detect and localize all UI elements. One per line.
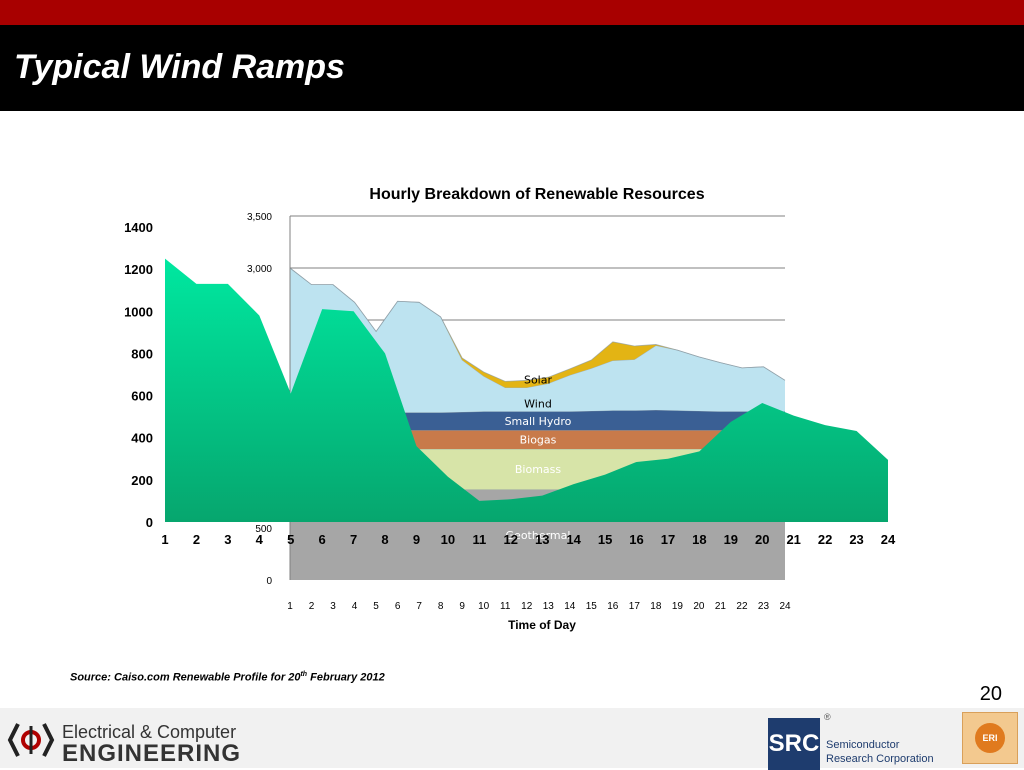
bg-series-edge [289,267,786,382]
bg-y-tick-label: 3,500 [247,212,272,223]
fg-y-tick-label: 800 [131,346,153,361]
fg-x-tick-label: 1 [161,532,168,547]
bg-series-label: Biomass [515,463,562,476]
ece-line2: ENGINEERING [62,740,242,767]
fg-x-tick-label: 17 [661,532,675,547]
bg-x-tick-label: 10 [478,601,490,612]
fg-y-tick-label: 200 [131,473,153,488]
fg-x-tick-label: 5 [287,532,294,547]
fg-x-tick-label: 14 [566,532,581,547]
bg-y-tick-label: 500 [255,524,272,535]
ece-emblem-icon [7,723,55,757]
source-note: Source: Caiso.com Renewable Profile for … [70,671,385,684]
bg-series-label: Solar [524,373,553,386]
source-sup: th [300,671,308,678]
src-line2: Research Corporation [826,753,934,765]
eri-mark: ERI [975,723,1005,753]
title-bar [0,25,1024,111]
bg-series-label: Geothermal [506,529,571,542]
bg-x-tick-label: 24 [779,601,791,612]
fg-x-tick-label: 7 [350,532,357,547]
src-registered-mark: ® [824,712,831,722]
fg-x-tick-label: 6 [319,532,326,547]
fg-y-tick-label: 1200 [124,262,153,277]
bg-x-tick-label: 16 [607,601,619,612]
fg-x-tick-label: 22 [818,532,832,547]
fg-x-tick-label: 24 [881,532,896,547]
bg-x-tick-label: 13 [543,601,555,612]
bg-x-axis-title: Time of Day [508,618,576,632]
bg-y-tick-label: 0 [266,576,272,587]
src-logo: SRC ® Semiconductor Research Corporation [768,712,948,770]
bg-series-small-hydro [290,409,785,431]
fg-x-tick-label: 19 [724,532,738,547]
bg-x-tick-label: 17 [629,601,641,612]
src-line1: Semiconductor [826,739,900,751]
bg-y-tick-label: 3,000 [247,264,272,275]
bg-x-tick-label: 5 [373,601,379,612]
page-number: 20 [979,683,1002,705]
top-accent-stripe [0,0,1024,25]
bg-x-tick-label: 11 [500,601,511,612]
fg-x-tick-label: 4 [256,532,264,547]
bg-x-tick-label: 2 [309,601,315,612]
fg-y-tick-label: 400 [131,431,153,446]
bg-x-tick-label: 3 [330,601,336,612]
src-mark: SRC [768,718,820,770]
fg-y-tick-label: 1400 [124,220,153,235]
bg-x-tick-label: 9 [459,601,465,612]
fg-x-tick-label: 11 [472,532,486,547]
fg-x-tick-label: 9 [413,532,420,547]
wind-ramp-chart: Hourly Breakdown of Renewable Resources 0… [124,186,896,632]
src-name: Semiconductor Research Corporation [826,738,934,766]
ece-line1: Electrical & Computer [62,722,237,742]
bg-series-wind [290,268,785,413]
bg-chart-title: Hourly Breakdown of Renewable Resources [369,186,704,203]
bg-x-tick-label: 23 [758,601,770,612]
bg-x-tick-label: 15 [586,601,598,612]
fg-x-tick-label: 10 [441,532,455,547]
bg-x-tick-label: 8 [438,601,444,612]
fg-x-tick-label: 3 [224,532,231,547]
bg-x-tick-label: 19 [672,601,684,612]
fg-x-tick-label: 15 [598,532,612,547]
footer-bar: Electrical & Computer ENGINEERING SRC ® … [0,708,1024,770]
fg-y-tick-label: 1000 [124,304,153,319]
bg-series-label: Small Hydro [505,415,572,428]
fg-x-tick-label: 18 [692,532,706,547]
fg-y-tick-label: 0 [146,515,153,530]
fg-x-tick-label: 21 [786,532,800,547]
bg-x-tick-label: 12 [521,601,533,612]
ece-logo: Electrical & Computer ENGINEERING [6,716,240,767]
bg-x-tick-label: 4 [352,601,358,612]
fg-x-tick-label: 12 [504,532,518,547]
bg-series-label: Biogas [520,434,557,447]
bg-x-tick-label: 7 [416,601,422,612]
source-suffix: February 2012 [307,671,385,684]
fg-x-tick-label: 2 [193,532,200,547]
bg-x-tick-label: 21 [715,601,727,612]
fg-y-tick-label: 600 [131,389,153,404]
bg-x-tick-label: 1 [287,601,293,612]
eri-logo: ERI [962,712,1018,764]
bg-x-tick-label: 20 [693,601,705,612]
bg-series-label: Wind [524,398,552,411]
bg-x-tick-label: 18 [650,601,662,612]
bg-x-tick-label: 14 [564,601,576,612]
source-prefix: Source: Caiso.com Renewable Profile for … [70,671,301,684]
fg-x-tick-label: 23 [849,532,863,547]
wind-output-area [165,258,888,522]
fg-x-tick-label: 8 [381,532,388,547]
fg-x-tick-label: 20 [755,532,769,547]
bg-x-tick-label: 6 [395,601,401,612]
bg-x-tick-label: 22 [736,601,748,612]
slide-title: Typical Wind Ramps [14,48,345,86]
fg-x-tick-label: 16 [629,532,643,547]
fg-x-tick-label: 13 [535,532,549,547]
